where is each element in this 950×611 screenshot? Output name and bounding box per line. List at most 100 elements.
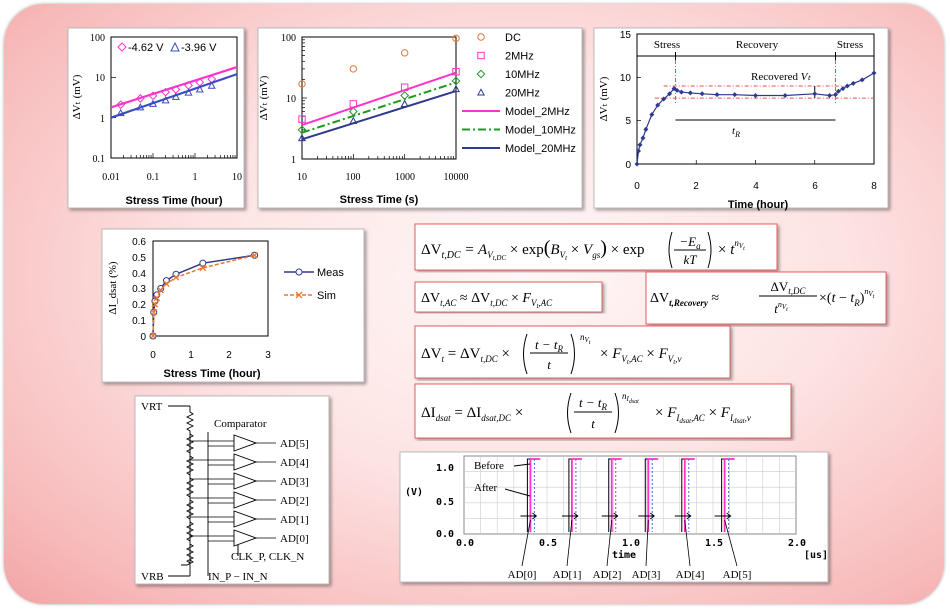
chart4-ytick: 0.5 [132,253,146,264]
legend-marker-10mhz [476,69,486,79]
timing-before-label: Before [474,460,504,472]
data-point-triangle [116,108,125,117]
data-point [832,92,838,98]
eq3-frac-den: tnVt [774,300,788,316]
chart3-xtick: 6 [812,181,818,192]
timing-label-ad4: AD[4] [676,569,705,581]
chart4-xtick: 2 [226,350,232,361]
label-leader [606,519,613,567]
vrb-label: VRB [141,571,164,583]
chart2-ytick: 1 [291,155,296,166]
eq5-paren [567,392,619,434]
chart3-ylabel: ΔVₜ (mV) [598,76,610,121]
chart2-ytick: 10 [286,94,296,105]
comparator-circuit-panel: VRT VRB Comparator AD[5] AD[4] AD[3] AD[2] A… [134,395,330,585]
chart3-tr-label: tR [732,125,740,139]
model-line-model_20mhz [301,90,457,141]
timing-diagram-panel: (V) 1.0 0.5 0.0 0.0 0.5 1.0 1.5 2.0 time… [399,451,829,583]
delay-arrow [714,512,732,520]
chart3-recovered-label: Recovered Vₜ [751,71,812,83]
chart3-phase-recovery: Recovery [736,39,779,51]
after-arrow [504,488,531,497]
equation-2: ΔVt,AC ≈ ΔVt,DC × FVt,AC [421,291,553,310]
chart4-xtick: 0 [150,350,156,361]
output-label-ad4: AD[4] [280,457,309,469]
data-point-meas [162,277,170,285]
data-point [859,77,865,83]
waveform-after [529,458,541,532]
data-point-diamond [184,81,193,90]
chart4-ylabel: ΔI_dsat (%) [107,261,119,315]
chart4-legend-meas: Meas [317,267,344,279]
data-point-meas [199,259,207,267]
timing-label-ad1: AD[1] [553,569,582,581]
input-label: IN_P − IN_N [208,571,268,583]
model-line-model_10mhz [301,81,457,134]
data-point [661,96,667,102]
timing-label-ad3: AD[3] [632,569,661,581]
timing-ylabel: (V) [405,487,423,498]
timing-xtick: 0.0 [456,538,474,549]
chart2-xlabel: Stress Time (s) [340,194,419,206]
chart1-ytick: 100 [90,33,105,44]
label-leader [645,519,649,567]
data-point-sim [149,332,157,340]
data-point [687,90,693,96]
eq5-tail: × FIdsat,AC × FIdsat,v [655,405,751,425]
data-point [835,88,841,94]
comparator-symbol [233,453,258,471]
data-point [649,112,655,118]
chart1-panel: ΔVₜ (mV) Stress Time (hour) 0.01 0.1 1 1… [67,27,245,209]
data-point-diamond [207,74,217,84]
data-point [732,92,738,98]
data-point-dc [298,80,306,88]
legend-marker-dc [477,33,485,41]
chart3-ytick: 5 [625,116,631,127]
waveform-after [683,458,695,532]
eq3-tail: ×(t − tR)nVt [819,287,875,308]
timing-after-label: After [474,482,498,494]
data-point-sim [151,301,159,308]
data-point-triangle [136,103,145,111]
legend-label-10mhz: 10MHz [505,69,540,81]
eq4-frac-num: t − tR [535,337,564,354]
chart4-legend-sim: Sim [317,290,336,302]
timing-xname: time [612,549,636,561]
data-point-10mhz [400,91,410,100]
timing-xtick: 1.5 [705,538,723,549]
legend-triangle-marker [170,41,180,52]
data-point [812,91,818,97]
eq1-paren [668,231,712,269]
data-point-dc [400,49,409,57]
delay-arrow [638,512,656,520]
chart3-phase-stress-1: Stress [654,39,680,51]
chart1-xlabel: Stress Time (hour) [126,195,223,207]
eq4-exp: nVt [580,332,591,346]
data-point [714,92,720,98]
data-point [871,70,877,76]
data-point [634,161,640,167]
timing-label-ad2: AD[2] [593,569,622,581]
data-point [844,83,850,89]
equation-4-box: ΔVt = ΔVt,DC × t − tR t nVt × FVt,AC × F… [414,325,731,379]
data-point-diamond [161,87,171,97]
data-point [678,89,684,95]
data-point-diamond [135,94,145,103]
timing-xunit: [us] [804,550,828,561]
timing-xtick: 1.0 [622,538,640,549]
chart1-legend-1: -4.62 V [128,42,164,54]
eq3-frac-num: ΔVt,DC [770,279,806,296]
chart3-panel: Stress Recovery Stress Recovered Vₜ tR Δ… [593,27,889,211]
chart3-ytick: 15 [620,30,632,41]
chart4-xtick: 1 [188,350,194,361]
chart3-ytick: 0 [625,160,631,171]
eq4-tail: × FVt,AC × FVt,v [600,346,681,366]
data-point-diamond [171,85,181,94]
eq4-paren [523,333,575,375]
data-point-10mhz [297,125,307,135]
data-point [850,80,856,86]
data-point-diamond [195,77,205,87]
comparator-symbol [233,434,258,452]
before-arrow [513,463,531,467]
